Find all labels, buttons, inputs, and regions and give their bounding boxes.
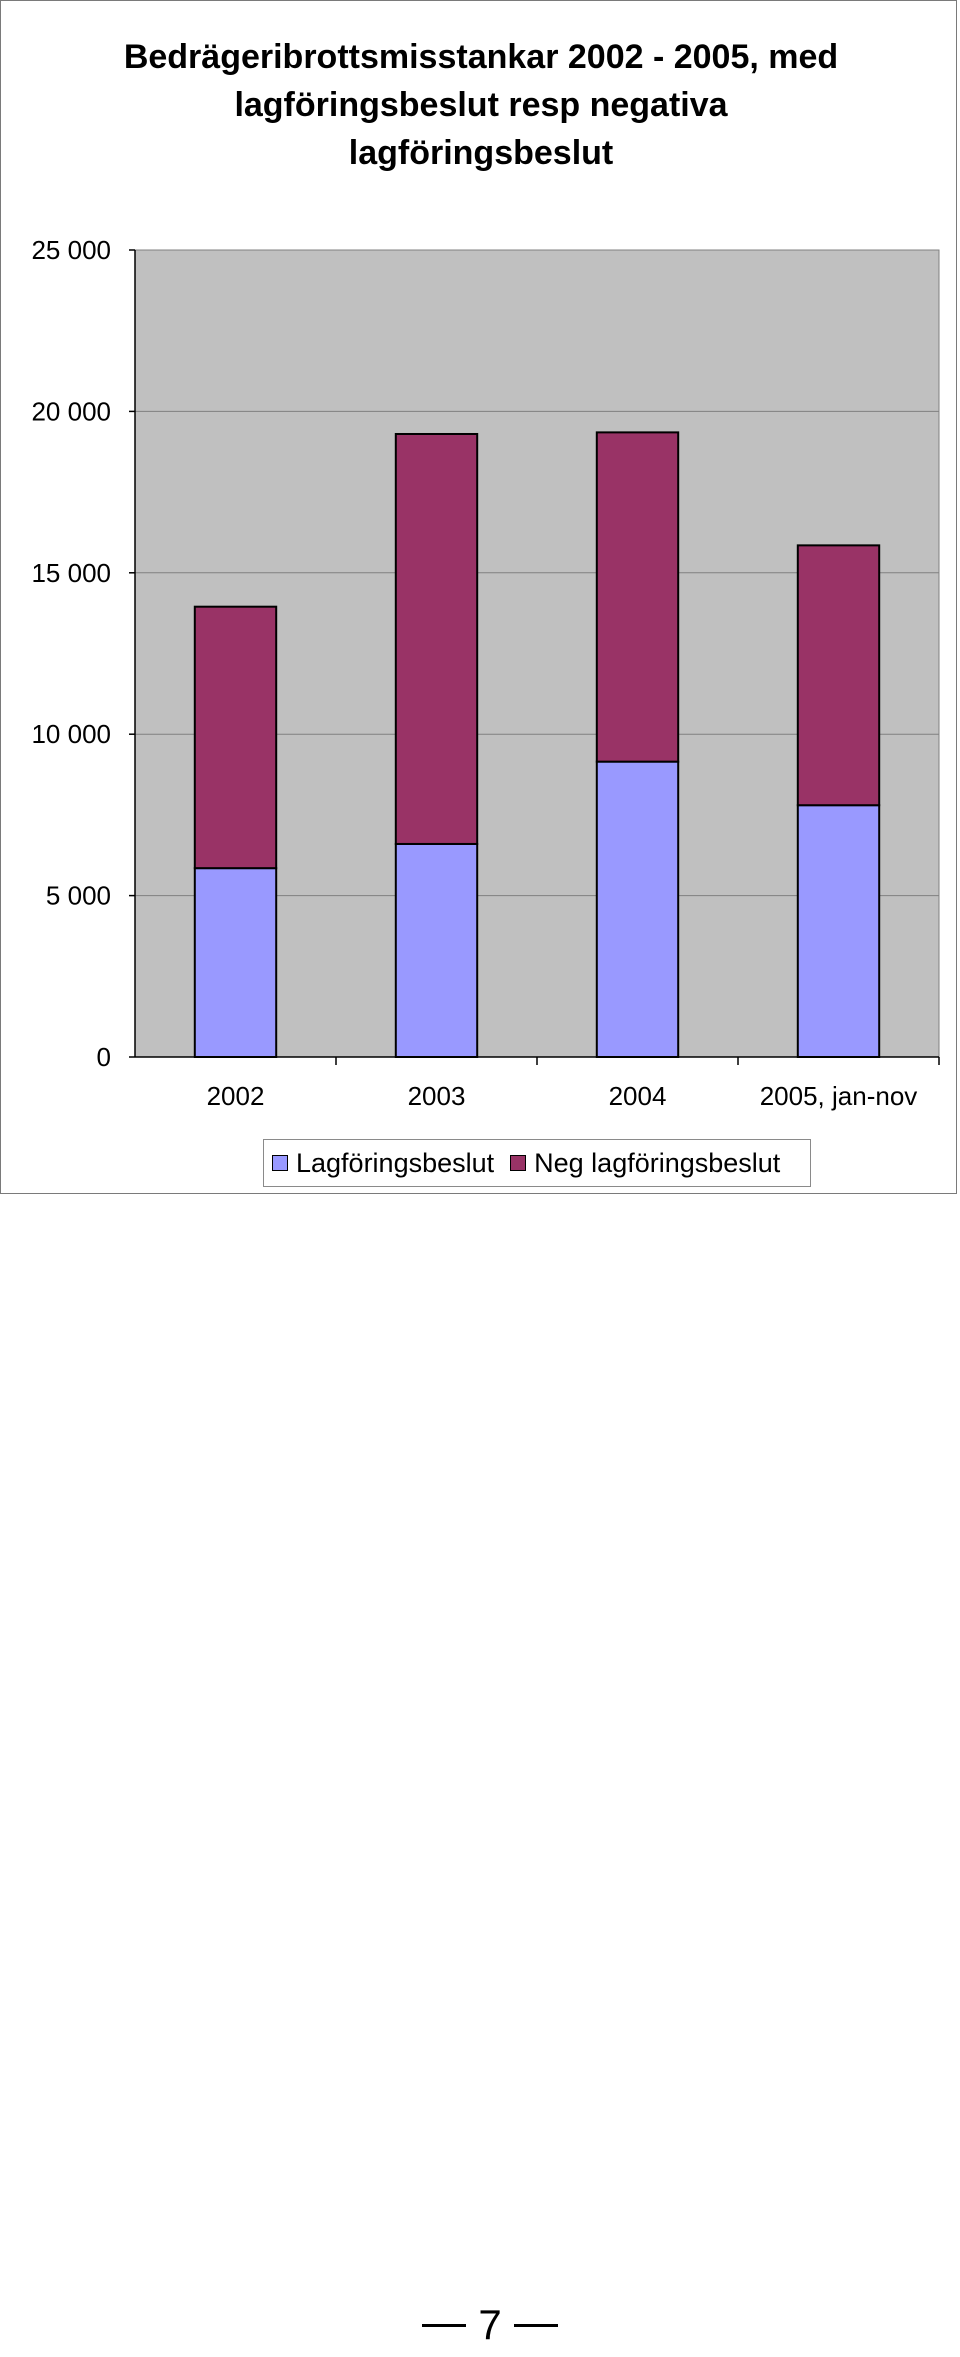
right-dash [513,2323,558,2327]
legend-swatch [510,1155,527,1171]
bar-lagforingsbeslut [796,804,881,1058]
chart-title-line: Bedrägeribrottsmisstankar 2002 - 2005, m… [123,38,839,76]
y-tick-label: 25 000 [31,235,111,265]
y-tick-label: 10 000 [31,719,111,749]
y-tick-label: 15 000 [31,558,111,588]
bar-neg-lagforingsbeslut [595,431,680,763]
chart-title-line: lagföringsbeslut [348,134,614,172]
chart-title-line: lagföringsbeslut resp negativa [234,86,728,124]
y-tick-label: 20 000 [31,396,111,426]
page-number-text: 7 [478,2301,502,2348]
legend-swatch [272,1155,288,1171]
legend-item: Neg lagföringsbeslut [510,1148,780,1179]
bar-neg-lagforingsbeslut [394,432,479,845]
bar-lagforingsbeslut [193,867,278,1058]
x-tick-label: 2005, jan-nov [760,1081,918,1111]
legend-label: Neg lagföringsbeslut [534,1147,781,1178]
chart-container: Bedrägeribrottsmisstankar 2002 - 2005, m… [0,0,957,1194]
chart-legend: Lagföringsbeslut Neg lagföringsbeslut [263,1139,811,1187]
chart-plot: 0 5 000 10 000 15 000 20 000 25 000 2002 2003 20… [31,235,940,1111]
y-tick-label: 5 000 [46,881,111,911]
x-tick-label: 2003 [408,1081,466,1111]
x-tick-label: 2004 [609,1081,667,1111]
chart-title: Bedrägeribrottsmisstankar 2002 - 2005, m… [41,33,921,177]
bar-lagforingsbeslut [394,842,479,1059]
bar-lagforingsbeslut [595,760,680,1058]
bar-neg-lagforingsbeslut [193,605,278,870]
page-number: 7 [340,2300,640,2350]
x-tick-label: 2002 [207,1081,265,1111]
bar-neg-lagforingsbeslut [796,544,881,807]
left-dash [422,2323,467,2327]
legend-label: Lagföringsbeslut [296,1147,495,1178]
legend-item: Lagföringsbeslut [272,1148,494,1179]
y-tick-label: 0 [97,1042,111,1072]
